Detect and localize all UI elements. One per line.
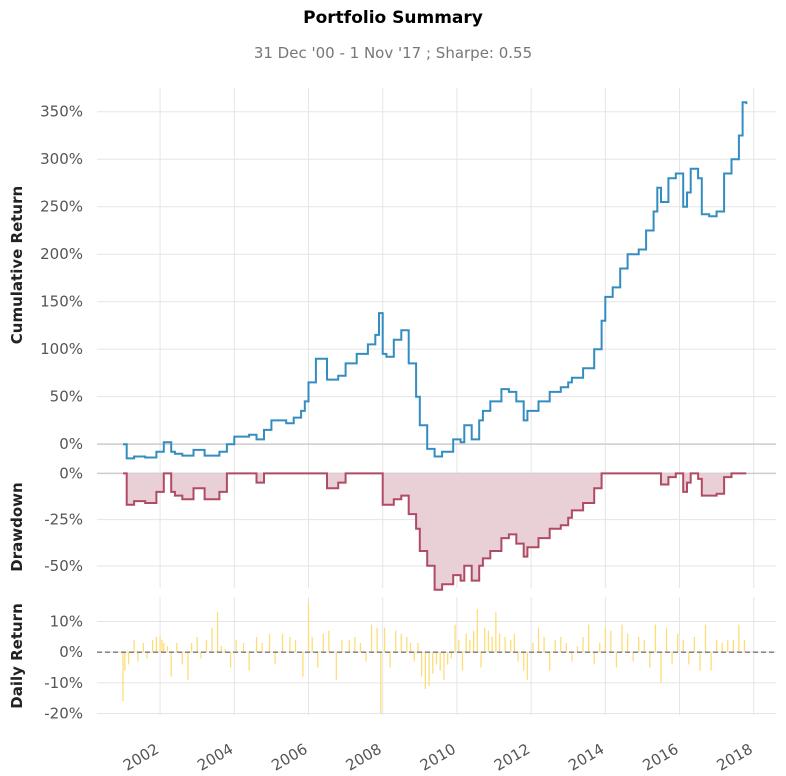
x-tick-label: 2018: [714, 740, 756, 775]
chart-subtitle: 31 Dec '00 - 1 Nov '17 ; Sharpe: 0.55: [253, 44, 533, 62]
chart-title: Portfolio Summary: [303, 8, 483, 28]
x-tick-label: 2012: [491, 740, 533, 775]
y-tick-label: -50%: [44, 557, 83, 575]
x-tick-label: 2016: [639, 740, 681, 775]
y-tick-label: 150%: [40, 293, 83, 311]
y-tick-label: -25%: [44, 511, 83, 529]
y-tick-label: -20%: [44, 704, 83, 722]
y-tick-label: 100%: [40, 340, 83, 358]
y-tick-label: 300%: [40, 150, 83, 168]
x-tick-label: 2014: [565, 740, 607, 775]
drawdown-line: [123, 472, 747, 591]
x-tick-label: 2004: [194, 740, 236, 775]
x-tick-label: 2002: [120, 740, 162, 775]
y-axis-label: Drawdown: [8, 482, 26, 571]
y-tick-label: -10%: [44, 674, 83, 692]
x-tick-label: 2008: [343, 740, 385, 775]
y-tick-label: 0%: [59, 464, 83, 482]
y-tick-label: 350%: [40, 103, 83, 121]
y-axis-label: Daily Return: [8, 603, 26, 709]
y-tick-label: 0%: [59, 435, 83, 453]
y-tick-label: 250%: [40, 198, 83, 216]
y-axis-label: Cumulative Return: [8, 186, 26, 344]
y-tick-label: 50%: [50, 388, 83, 406]
x-tick-label: 2006: [268, 740, 310, 775]
y-tick-label: 200%: [40, 245, 83, 263]
y-tick-label: 0%: [59, 643, 83, 661]
x-tick-label: 2010: [417, 740, 459, 775]
y-tick-label: 10%: [50, 613, 83, 631]
cumulative-return-line: [123, 101, 748, 460]
